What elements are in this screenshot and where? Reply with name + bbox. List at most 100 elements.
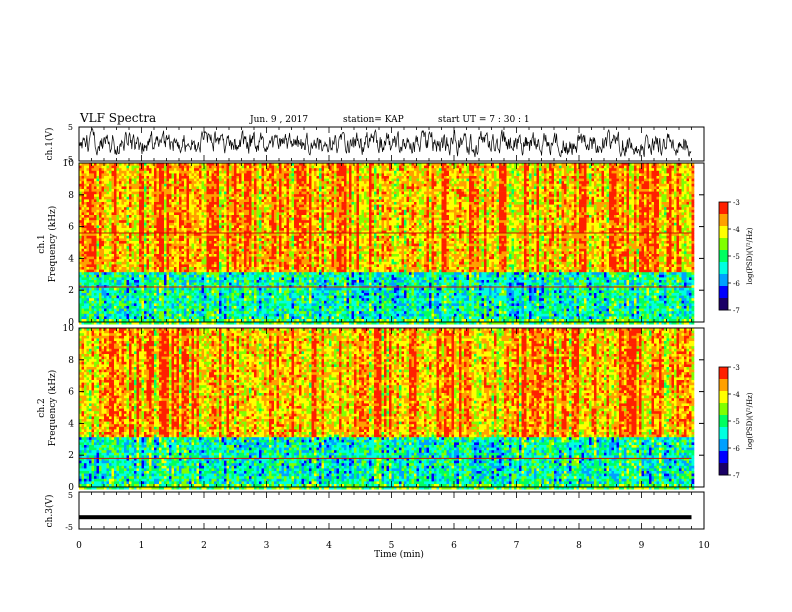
spectrogram-cell [79,246,82,250]
spectrogram-cell [129,170,132,174]
spectrogram-cell [146,233,150,237]
spectrogram-cell [214,280,217,283]
spectrogram-cell [239,207,242,211]
spectrogram-cell [179,264,182,268]
spectrogram-cell [171,316,175,320]
spectrogram-cell [171,204,175,208]
spectrogram-cell [99,209,102,213]
spectrogram-cell [134,251,137,255]
spectrogram-cell [151,298,155,302]
spectrogram-cell [261,176,265,179]
spectrogram-cell [171,298,175,302]
spectrogram-cell [216,293,220,296]
spectrogram-cell [161,191,165,195]
spectrogram-cell [144,183,147,187]
spectrogram-cell [201,228,205,231]
spectrogram-cell [259,194,262,198]
spectrogram-cell [254,298,257,302]
spectrogram-cell [251,202,255,205]
spectrogram-cell [229,269,232,273]
spectrogram-cell [254,189,257,192]
spectrogram-cell [79,251,82,255]
spectrogram-cell [116,298,120,302]
spectrogram-cell [154,248,157,252]
spectrogram-cell [84,251,87,255]
spectrogram-cell [119,256,122,260]
spectrogram-cell [151,209,155,213]
spectrogram-cell [129,186,132,190]
spectrogram-cell [96,264,100,268]
spectrogram-cell [256,321,260,325]
spectrogram-cell [256,191,260,195]
spectrogram-cell [236,282,240,286]
spectrogram-cell [234,241,237,244]
spectrogram-cell [204,202,207,205]
spectrogram-cell [151,233,155,237]
spectrogram-cell [164,194,167,198]
spectrogram-cell [154,298,157,302]
spectrogram-cell [179,282,182,286]
spectrogram-cell [269,313,272,317]
spectrogram-cell [164,220,167,224]
spectrogram-cell [101,217,105,221]
spectrogram-cell [144,243,147,247]
spectrogram-cell [271,243,275,247]
spectrogram-cell [184,277,187,281]
spectrogram-cell [169,194,172,198]
spectrogram-cell [131,186,135,190]
spectrogram-cell [79,316,82,320]
spectrogram-cell [234,230,237,234]
spectrogram-cell [101,264,105,268]
spectrogram-cell [269,163,272,166]
spectrogram-cell [201,319,205,322]
spectrogram-cell [101,316,105,320]
spectrogram-cell [119,282,122,286]
ch1-spectrogram-heatmap [79,163,695,325]
figure-title: VLF Spectra [79,111,156,125]
spectrogram-cell [211,196,215,200]
spectrogram-cell [149,293,152,296]
spectrogram-cell [99,274,102,278]
spectrogram-cell [216,163,220,166]
spectrogram-cell [234,207,237,211]
spectrogram-cell [141,168,145,172]
spectrogram-cell [176,181,180,185]
spectrogram-cell [91,254,95,257]
spectrogram-cell [226,248,230,252]
spectrogram-cell [234,321,237,325]
spectrogram-cell [221,225,225,229]
spectrogram-cell [184,274,187,278]
spectrogram-cell [231,251,235,255]
spectrogram-cell [121,189,125,192]
spectrogram-cell [159,293,162,296]
spectrogram-cell [261,178,265,182]
spectrogram-cell [104,298,107,302]
spectrogram-cell [211,282,215,286]
spectrogram-cell [111,282,115,286]
spectrogram-cell [131,163,135,166]
spectrogram-cell [151,272,155,276]
spectrogram-cell [239,217,242,221]
spectrogram-cell [149,321,152,325]
spectrogram-cell [261,267,265,270]
spectrogram-cell [239,183,242,187]
spectrogram-cell [196,274,200,278]
spectrogram-cell [176,282,180,286]
spectrogram-cell [104,251,107,255]
spectrogram-cell [254,199,257,203]
spectrogram-cell [106,316,110,320]
spectrogram-cell [101,178,105,182]
spectrogram-cell [201,209,205,213]
spectrogram-cell [214,173,217,177]
spectrogram-cell [266,194,270,198]
spectrogram-cell [139,241,142,244]
spectrogram-cell [216,199,220,203]
spectrogram-cell [141,321,145,325]
spectrogram-cell [176,173,180,177]
spectrogram-cell [204,300,207,304]
spectrogram-cell [201,199,205,203]
spectrogram-cell [126,243,130,247]
spectrogram-cell [149,204,152,208]
spectrogram-cell [226,212,230,216]
spectrogram-cell [104,306,107,309]
